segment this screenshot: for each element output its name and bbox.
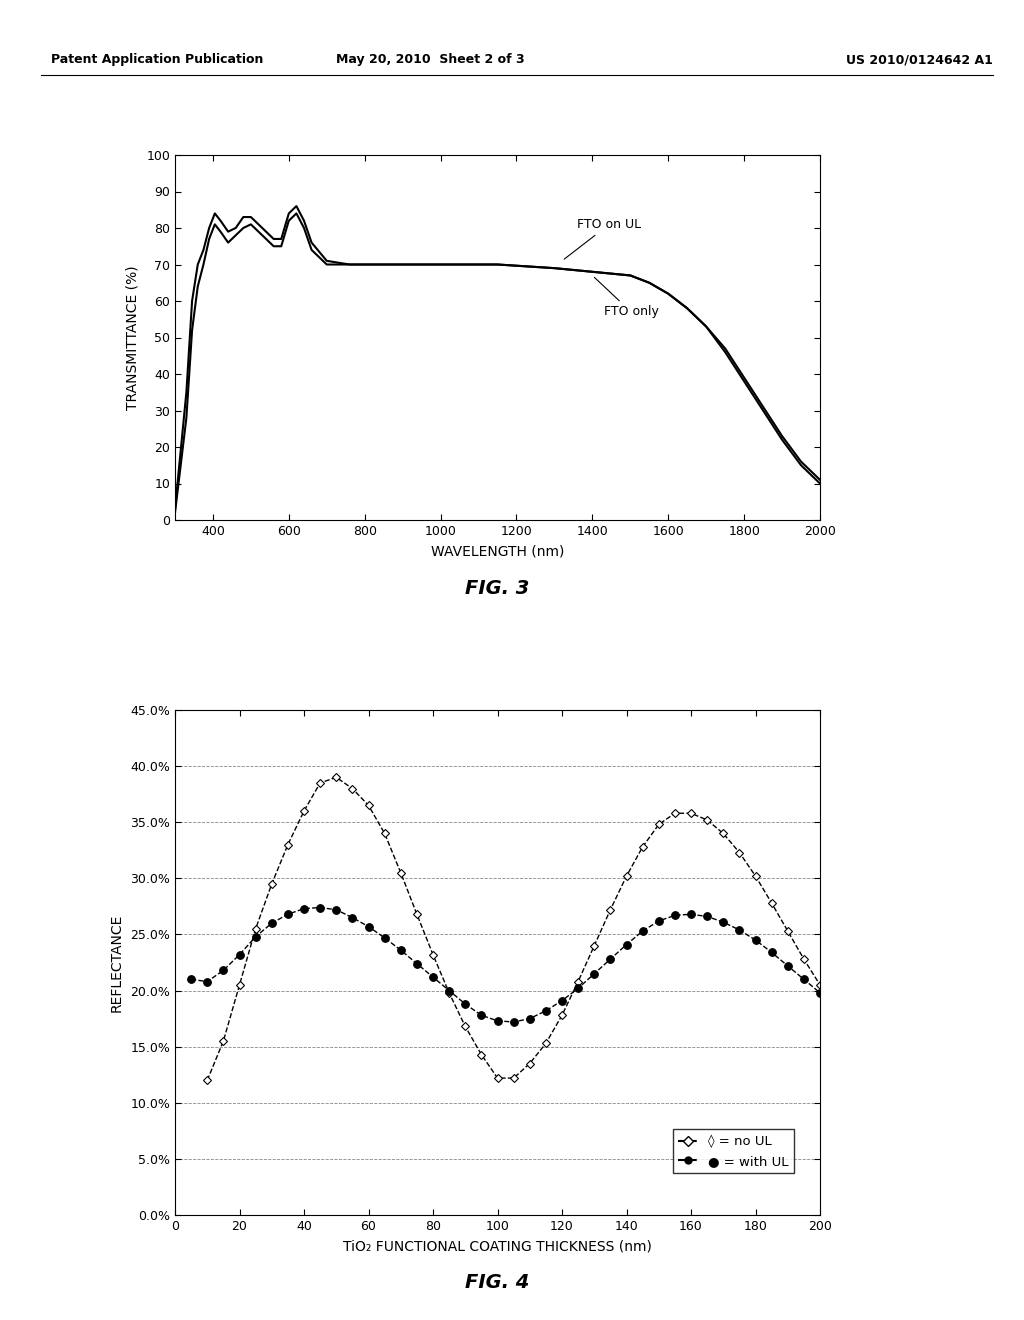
Text: FTO on UL: FTO on UL	[564, 218, 641, 259]
Text: FTO only: FTO only	[594, 277, 658, 318]
Legend: ◊ = no UL, ● = with UL: ◊ = no UL, ● = with UL	[673, 1130, 794, 1173]
Text: FIG. 3: FIG. 3	[465, 578, 529, 598]
Text: May 20, 2010  Sheet 2 of 3: May 20, 2010 Sheet 2 of 3	[336, 54, 524, 66]
Text: US 2010/0124642 A1: US 2010/0124642 A1	[847, 54, 993, 66]
Text: Patent Application Publication: Patent Application Publication	[51, 54, 263, 66]
Y-axis label: REFLECTANCE: REFLECTANCE	[110, 913, 123, 1011]
Y-axis label: TRANSMITTANCE (%): TRANSMITTANCE (%)	[125, 265, 139, 409]
X-axis label: WAVELENGTH (nm): WAVELENGTH (nm)	[431, 545, 564, 558]
X-axis label: TiO₂ FUNCTIONAL COATING THICKNESS (nm): TiO₂ FUNCTIONAL COATING THICKNESS (nm)	[343, 1239, 652, 1254]
Text: FIG. 4: FIG. 4	[465, 1274, 529, 1292]
